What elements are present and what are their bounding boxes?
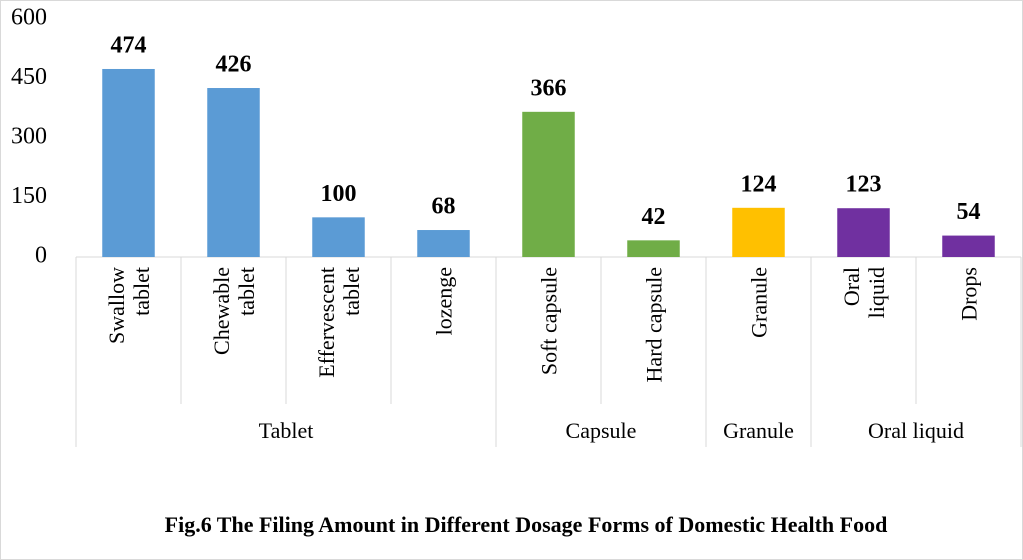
value-label: 42 bbox=[642, 204, 666, 230]
category-label: Soft capsule bbox=[536, 267, 561, 376]
y-tick-label: 600 bbox=[11, 5, 47, 31]
bar bbox=[942, 235, 995, 257]
y-tick-label: 450 bbox=[11, 64, 47, 90]
group-label: Capsule bbox=[566, 418, 637, 443]
bar bbox=[627, 240, 680, 257]
category-label: Granule bbox=[746, 267, 771, 338]
value-label: 123 bbox=[846, 172, 882, 198]
category-label: lozenge bbox=[431, 267, 456, 336]
category-label: Drops bbox=[956, 267, 981, 321]
bar bbox=[732, 207, 785, 257]
value-label: 124 bbox=[741, 171, 777, 197]
bar bbox=[312, 217, 365, 257]
chart-title: Fig.6 The Filing Amount in Different Dos… bbox=[165, 512, 888, 537]
y-tick-label: 150 bbox=[11, 183, 47, 209]
category-label: Chewable tablet bbox=[208, 267, 259, 355]
bar bbox=[102, 68, 155, 257]
y-tick-label: 0 bbox=[35, 243, 47, 269]
value-label: 68 bbox=[432, 194, 456, 220]
category-label: Oral liquid bbox=[838, 267, 889, 319]
bar bbox=[207, 88, 260, 258]
value-label: 366 bbox=[531, 75, 567, 101]
category-label: Effervescent tablet bbox=[313, 267, 364, 378]
value-label: 474 bbox=[111, 32, 147, 58]
group-label: Tablet bbox=[259, 418, 314, 443]
value-label: 100 bbox=[321, 181, 357, 207]
category-label: Hard capsule bbox=[641, 267, 666, 383]
value-label: 426 bbox=[216, 52, 252, 78]
bar bbox=[417, 230, 470, 257]
group-label: Granule bbox=[723, 418, 794, 443]
group-label: Oral liquid bbox=[868, 418, 964, 443]
bar bbox=[522, 111, 575, 257]
y-tick-label: 300 bbox=[11, 124, 47, 150]
value-label: 54 bbox=[957, 199, 981, 225]
category-label: Swallow tablet bbox=[103, 267, 154, 344]
bar bbox=[837, 208, 890, 257]
